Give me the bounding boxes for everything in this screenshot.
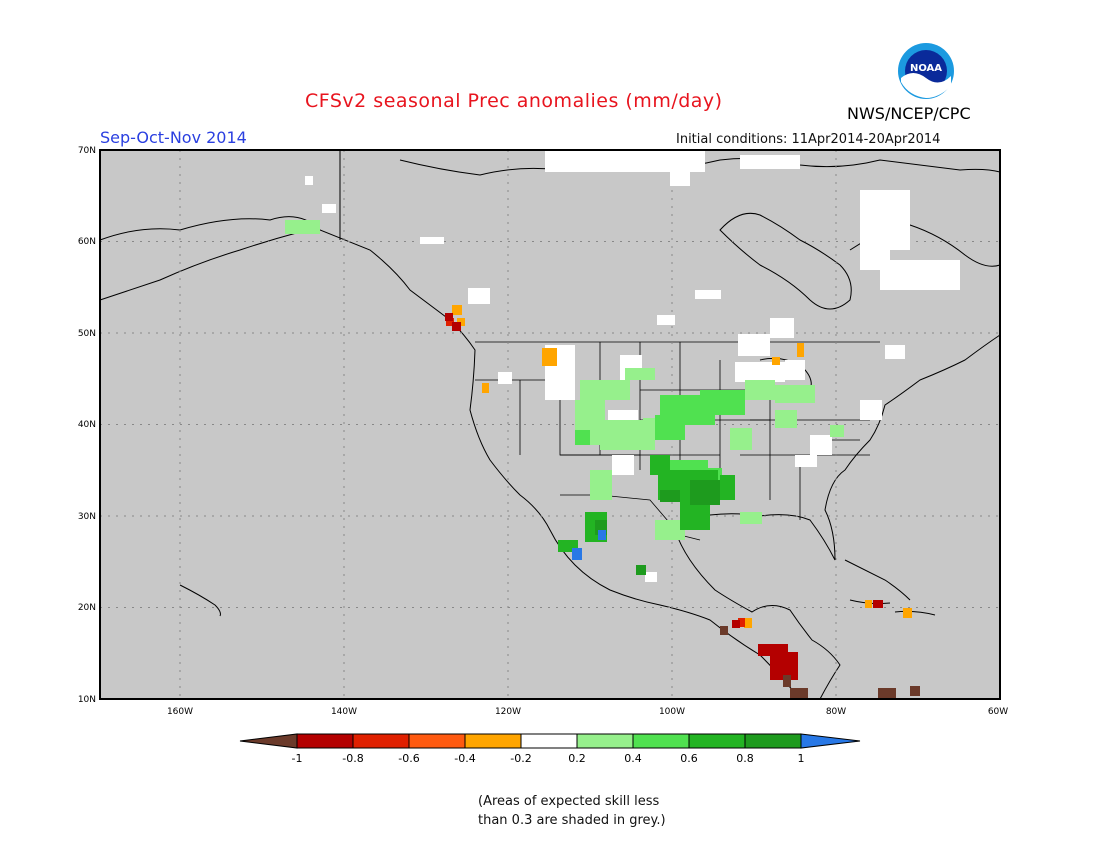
agency-label: NWS/NCEP/CPC <box>847 104 971 123</box>
lon-label: 80W <box>826 707 846 717</box>
footnote-line: than 0.3 are shaded in grey.) <box>478 813 666 828</box>
colorbar-swatch <box>296 733 354 749</box>
colorbar <box>239 733 861 749</box>
colorbar-tick-label: 0.8 <box>736 752 754 765</box>
lon-label: 60W <box>988 707 1008 717</box>
colorbar-swatch <box>352 733 410 749</box>
chart-title: CFSv2 seasonal Prec anomalies (mm/day) <box>305 90 723 112</box>
colorbar-swatch <box>408 733 466 749</box>
lon-label: 140W <box>331 707 357 717</box>
colorbar-tick-label: 0.4 <box>624 752 642 765</box>
colorbar-labels: -1 -0.8 -0.6 -0.4 -0.2 0.2 0.4 0.6 0.8 1 <box>292 752 805 765</box>
colorbar-tick-label: -1 <box>292 752 303 765</box>
colorbar-tick-label: -0.6 <box>398 752 419 765</box>
skill-footnote: (Areas of expected skill less than 0.3 a… <box>478 792 666 830</box>
lat-label: 20N <box>78 603 96 613</box>
lat-label: 70N <box>78 146 96 156</box>
colorbar-swatch <box>464 733 522 749</box>
colorbar-swatch <box>239 733 298 749</box>
logo-text: NOAA <box>910 63 942 74</box>
season-label: Sep-Oct-Nov 2014 <box>100 128 247 147</box>
map-frame <box>99 149 1001 700</box>
graticule <box>100 150 1000 699</box>
initial-conditions-label: Initial conditions: 11Apr2014-20Apr2014 <box>676 132 941 147</box>
lat-label: 50N <box>78 329 96 339</box>
lat-label: 10N <box>78 695 96 705</box>
lon-label: 160W <box>167 707 193 717</box>
lon-label: 120W <box>495 707 521 717</box>
lat-label: 60N <box>78 237 96 247</box>
footnote-line: (Areas of expected skill less <box>478 794 660 809</box>
colorbar-swatch <box>688 733 746 749</box>
lat-label: 30N <box>78 512 96 522</box>
anomaly-brown <box>720 626 920 699</box>
colorbar-swatch <box>800 733 861 749</box>
lon-axis: 160W 140W 120W 100W 80W 60W <box>167 707 1008 717</box>
noaa-logo: NOAA <box>898 43 954 99</box>
colorbar-swatch <box>632 733 690 749</box>
colorbar-tick-label: -0.2 <box>510 752 531 765</box>
colorbar-tick-label: -0.4 <box>454 752 475 765</box>
lat-axis: 70N 60N 50N 40N 30N 20N 10N <box>78 146 96 705</box>
lat-label: 40N <box>78 420 96 430</box>
colorbar-tick-label: 0.6 <box>680 752 698 765</box>
anomaly-light-green <box>285 220 844 540</box>
colorbar-swatch <box>576 733 634 749</box>
colorbar-tick-label: 0.2 <box>568 752 586 765</box>
anomaly-blue <box>572 530 606 560</box>
colorbar-tick-label: 1 <box>798 752 805 765</box>
anomaly-orange <box>452 305 912 628</box>
colorbar-tick-label: -0.8 <box>342 752 363 765</box>
colorbar-swatch <box>520 733 578 749</box>
anomaly-red-orange <box>446 318 745 627</box>
lon-label: 100W <box>659 707 685 717</box>
colorbar-swatch <box>744 733 802 749</box>
